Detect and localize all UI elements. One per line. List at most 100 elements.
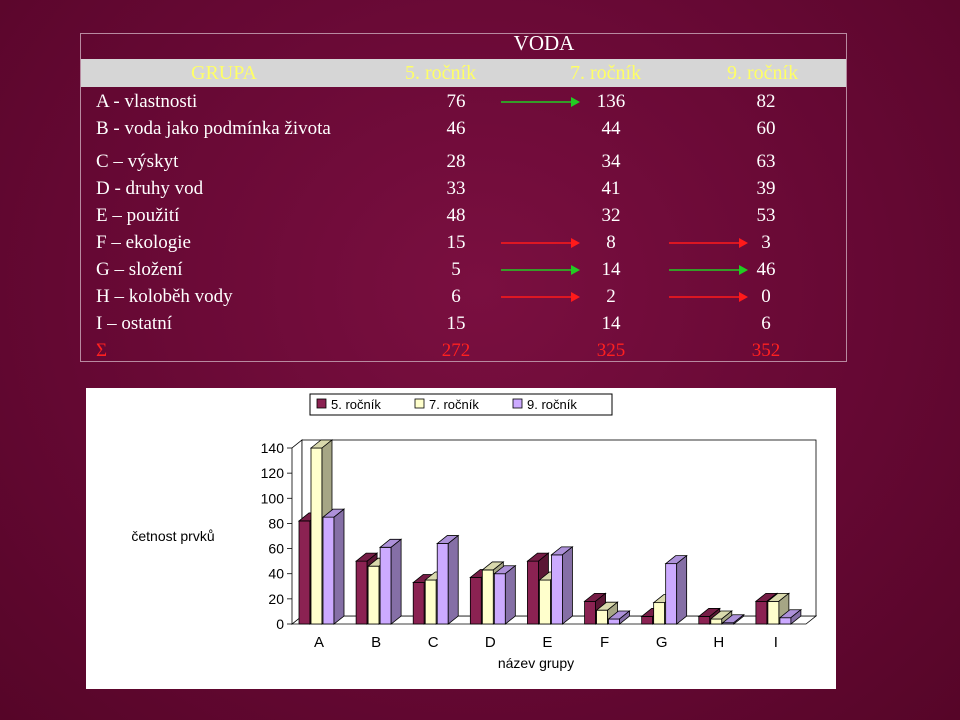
results-table: VODA GRUPA 5. ročník 7. ročník 9. ročník…: [80, 31, 847, 362]
bar-side: [447, 534, 459, 625]
bar-side: [676, 554, 688, 625]
y-tick-label: 120: [261, 465, 285, 481]
plot-area: 0 20 40 60 80 100 120 140 A B C D E F G H I: [261, 439, 818, 651]
cell-grade-5: 5: [451, 259, 461, 280]
bar-side: [733, 613, 745, 625]
bar-front: [298, 520, 311, 625]
x-tick-label: E: [542, 634, 552, 651]
row-label: I – ostatní: [96, 313, 172, 334]
bar-front: [379, 546, 392, 625]
table-row: I – ostatní 15 14 6: [81, 313, 846, 340]
x-tick-label: G: [656, 634, 668, 651]
bar-front: [779, 617, 792, 625]
chart-legend: 5. ročník 7. ročník 9. ročník: [309, 393, 613, 416]
cell-grade-7: 44: [601, 118, 621, 139]
row-label: D - druhy vod: [96, 178, 204, 199]
bar-front: [310, 447, 323, 625]
cell-grade-5: 76: [446, 91, 466, 112]
arrow-down-icon: [669, 292, 748, 302]
bar-front: [493, 573, 506, 625]
row-label: A - vlastnosti: [96, 91, 198, 112]
bar-front: [584, 600, 596, 625]
sum-row: Σ 272 325 352: [81, 340, 846, 367]
x-axis-label: název grupy: [498, 655, 574, 671]
arrow-down-icon: [501, 238, 580, 248]
row-label: B - voda jako podmínka života: [96, 118, 331, 139]
sum-grade-9: 352: [751, 340, 781, 361]
legend-swatch-grade-7: [414, 398, 425, 409]
cell-grade-5: 15: [446, 232, 466, 253]
table-row: F – ekologie 15 8 3: [81, 232, 846, 259]
cell-grade-5: 33: [446, 178, 466, 199]
legend-label-grade-9: 9. ročník: [527, 397, 577, 412]
cell-grade-7: 2: [606, 286, 616, 307]
bar-front: [608, 618, 620, 625]
bar-front: [665, 563, 678, 625]
x-tick-label: H: [713, 634, 724, 651]
table-row: G – složení 5 14 46: [81, 259, 846, 286]
y-tick-label: 80: [268, 515, 284, 531]
arrow-up-icon: [501, 97, 580, 107]
table-row: E – použití 48 32 53: [81, 205, 846, 232]
x-tick-label: I: [774, 634, 778, 651]
y-tick-label: 140: [261, 440, 285, 456]
bar-front: [481, 569, 494, 625]
arrow-up-icon: [501, 265, 580, 275]
bar-front: [469, 577, 482, 625]
bar-front: [641, 616, 654, 625]
x-tick-label: A: [314, 634, 324, 651]
bar-front: [767, 600, 780, 625]
row-label: G – složení: [96, 259, 183, 280]
row-label: C – výskyt: [96, 151, 179, 172]
cell-grade-5: 46: [446, 118, 466, 139]
header-grade-7: 7. ročník: [570, 62, 642, 84]
bar-chart: 5. ročník 7. ročník 9. ročník četnost pr…: [131, 393, 818, 671]
sum-grade-5: 272: [441, 340, 471, 361]
cell-grade-7: 14: [601, 313, 621, 334]
cell-grade-7: 32: [601, 205, 621, 226]
bar-side: [619, 610, 630, 625]
bar-side: [562, 546, 573, 625]
bar-front: [424, 579, 437, 625]
bar-front: [436, 543, 449, 625]
bar-side: [504, 564, 516, 625]
header-group: GRUPA: [191, 62, 257, 84]
cell-grade-9: 0: [761, 286, 771, 307]
arrow-up-icon: [669, 265, 748, 275]
bar-front: [527, 560, 539, 625]
cell-grade-5: 28: [446, 151, 466, 172]
table-row: B - voda jako podmínka života 46 44 60: [81, 118, 846, 145]
sum-grade-7: 325: [596, 340, 626, 361]
cell-grade-7: 136: [596, 91, 626, 112]
header-band: [81, 59, 846, 87]
x-tick-label: B: [371, 634, 381, 651]
x-tick-label: F: [600, 634, 609, 651]
bar-front: [596, 609, 608, 625]
sum-label: Σ: [96, 340, 108, 361]
legend-label-grade-7: 7. ročník: [429, 397, 479, 412]
bar-front: [698, 616, 711, 625]
cell-grade-7: 8: [606, 232, 616, 253]
cell-grade-9: 60: [756, 118, 776, 139]
table-row: C – výskyt 28 34 63: [81, 151, 846, 178]
y-tick-label: 100: [261, 490, 285, 506]
y-tick-label: 40: [268, 566, 284, 582]
header-grade-5: 5. ročník: [405, 62, 477, 84]
bar-front: [367, 565, 380, 625]
cell-grade-5: 48: [446, 205, 466, 226]
bar-chart-panel: 5. ročník 7. ročník 9. ročník četnost pr…: [86, 388, 836, 689]
cell-grade-9: 46: [756, 259, 776, 280]
bar-front: [412, 582, 425, 625]
legend-swatch-grade-9: [512, 398, 523, 409]
bar-front: [551, 554, 563, 625]
table-row: D - druhy vod 33 41 39: [81, 178, 846, 205]
cell-grade-9: 63: [756, 151, 776, 172]
header-grade-9: 9. ročník: [727, 62, 799, 84]
cell-grade-9: 39: [756, 178, 776, 199]
legend-label-grade-5: 5. ročník: [331, 397, 381, 412]
y-tick-label: 20: [268, 591, 284, 607]
cell-grade-9: 6: [761, 313, 771, 334]
arrow-down-icon: [501, 292, 580, 302]
cell-grade-5: 15: [446, 313, 466, 334]
row-label: F – ekologie: [96, 232, 191, 253]
